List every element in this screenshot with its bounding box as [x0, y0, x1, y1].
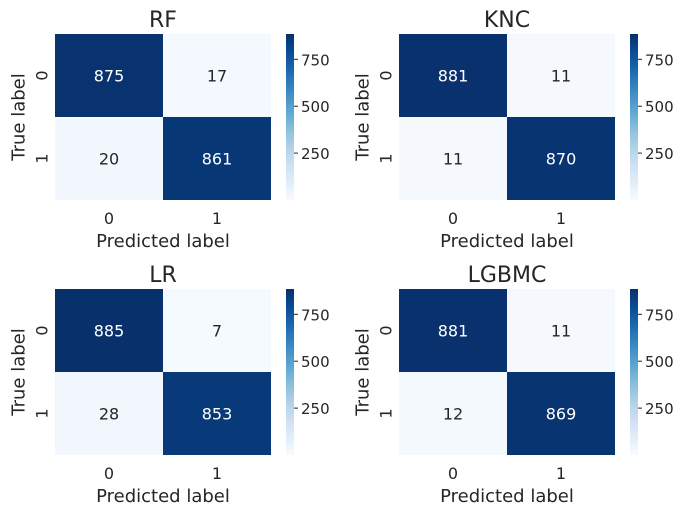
heatmap-cell-r1-c0 [55, 117, 163, 200]
x-axis-label: Predicted label [96, 231, 230, 252]
x-tick-label: 1 [212, 209, 222, 228]
heatmap-cell-r0-c0 [55, 289, 163, 372]
x-tick-label: 1 [556, 209, 566, 228]
cell-value-label: 7 [212, 322, 222, 341]
y-tick-label: 1 [33, 408, 52, 418]
chart-title: RF [149, 8, 177, 33]
colorbar [286, 289, 294, 455]
colorbar [630, 289, 638, 455]
y-axis-label: True label [353, 73, 374, 162]
y-axis-label: True label [9, 73, 30, 162]
chart-title: KNC [484, 8, 530, 33]
cell-value-label: 875 [94, 67, 125, 86]
y-tick-label: 0 [377, 70, 396, 80]
colorbar-tick-label: 500 [645, 98, 674, 116]
heatmap-cell-r0-c0 [399, 289, 507, 372]
chart-title: LGBMC [468, 263, 547, 288]
cell-value-label: 881 [438, 67, 469, 86]
x-tick-label: 0 [104, 209, 114, 228]
heatmap-cell-r0-c0 [55, 34, 163, 117]
y-tick-label: 0 [33, 325, 52, 335]
y-axis-label: True label [353, 328, 374, 417]
cell-value-label: 853 [202, 405, 233, 424]
cell-value-label: 881 [438, 322, 469, 341]
colorbar-tick-label: 500 [645, 353, 674, 371]
colorbar-tick-label: 500 [301, 98, 330, 116]
heatmap-cell-r1-c0 [399, 117, 507, 200]
cell-value-label: 28 [99, 405, 119, 424]
x-tick-label: 1 [556, 464, 566, 483]
colorbar-tick-label: 500 [301, 353, 330, 371]
cell-value-label: 12 [443, 405, 463, 424]
colorbar-tick-label: 750 [645, 306, 674, 324]
chart-title: LR [149, 263, 177, 288]
colorbar-tick-label: 250 [645, 145, 674, 163]
cell-value-label: 11 [443, 150, 463, 169]
cell-value-label: 20 [99, 150, 119, 169]
heatmap-cell-r1-c0 [55, 372, 163, 455]
y-tick-label: 0 [33, 70, 52, 80]
x-axis-label: Predicted label [96, 486, 230, 507]
x-tick-label: 0 [104, 464, 114, 483]
cell-value-label: 11 [551, 322, 571, 341]
cell-value-label: 17 [207, 67, 227, 86]
heatmap-cell-r0-c1 [507, 289, 615, 372]
colorbar-tick-label: 250 [301, 400, 330, 418]
heatmap-cell-r0-c1 [163, 289, 271, 372]
heatmap-cell-r1-c1 [163, 117, 271, 200]
heatmap-cell-r1-c1 [507, 117, 615, 200]
heatmap-cell-r1-c1 [507, 372, 615, 455]
colorbar [630, 34, 638, 200]
x-tick-label: 1 [212, 464, 222, 483]
colorbar-tick-label: 750 [301, 51, 330, 69]
x-tick-label: 0 [448, 464, 458, 483]
heatmap-cell-r0-c1 [507, 34, 615, 117]
cell-value-label: 870 [546, 150, 577, 169]
x-axis-label: Predicted label [440, 231, 574, 252]
x-axis-label: Predicted label [440, 486, 574, 507]
cell-value-label: 861 [202, 150, 233, 169]
cell-value-label: 869 [546, 405, 577, 424]
heatmap-cell-r1-c0 [399, 372, 507, 455]
colorbar-tick-label: 250 [301, 145, 330, 163]
colorbar-tick-label: 250 [645, 400, 674, 418]
y-tick-label: 1 [377, 408, 396, 418]
heatmap-cell-r0-c0 [399, 34, 507, 117]
colorbar-tick-label: 750 [645, 51, 674, 69]
heatmap-cell-r0-c1 [163, 34, 271, 117]
cell-value-label: 11 [551, 67, 571, 86]
cell-value-label: 885 [94, 322, 125, 341]
x-tick-label: 0 [448, 209, 458, 228]
y-tick-label: 1 [33, 153, 52, 163]
y-tick-label: 0 [377, 325, 396, 335]
colorbar-tick-label: 750 [301, 306, 330, 324]
y-axis-label: True label [9, 328, 30, 417]
heatmap-cell-r1-c1 [163, 372, 271, 455]
y-tick-label: 1 [377, 153, 396, 163]
colorbar [286, 34, 294, 200]
